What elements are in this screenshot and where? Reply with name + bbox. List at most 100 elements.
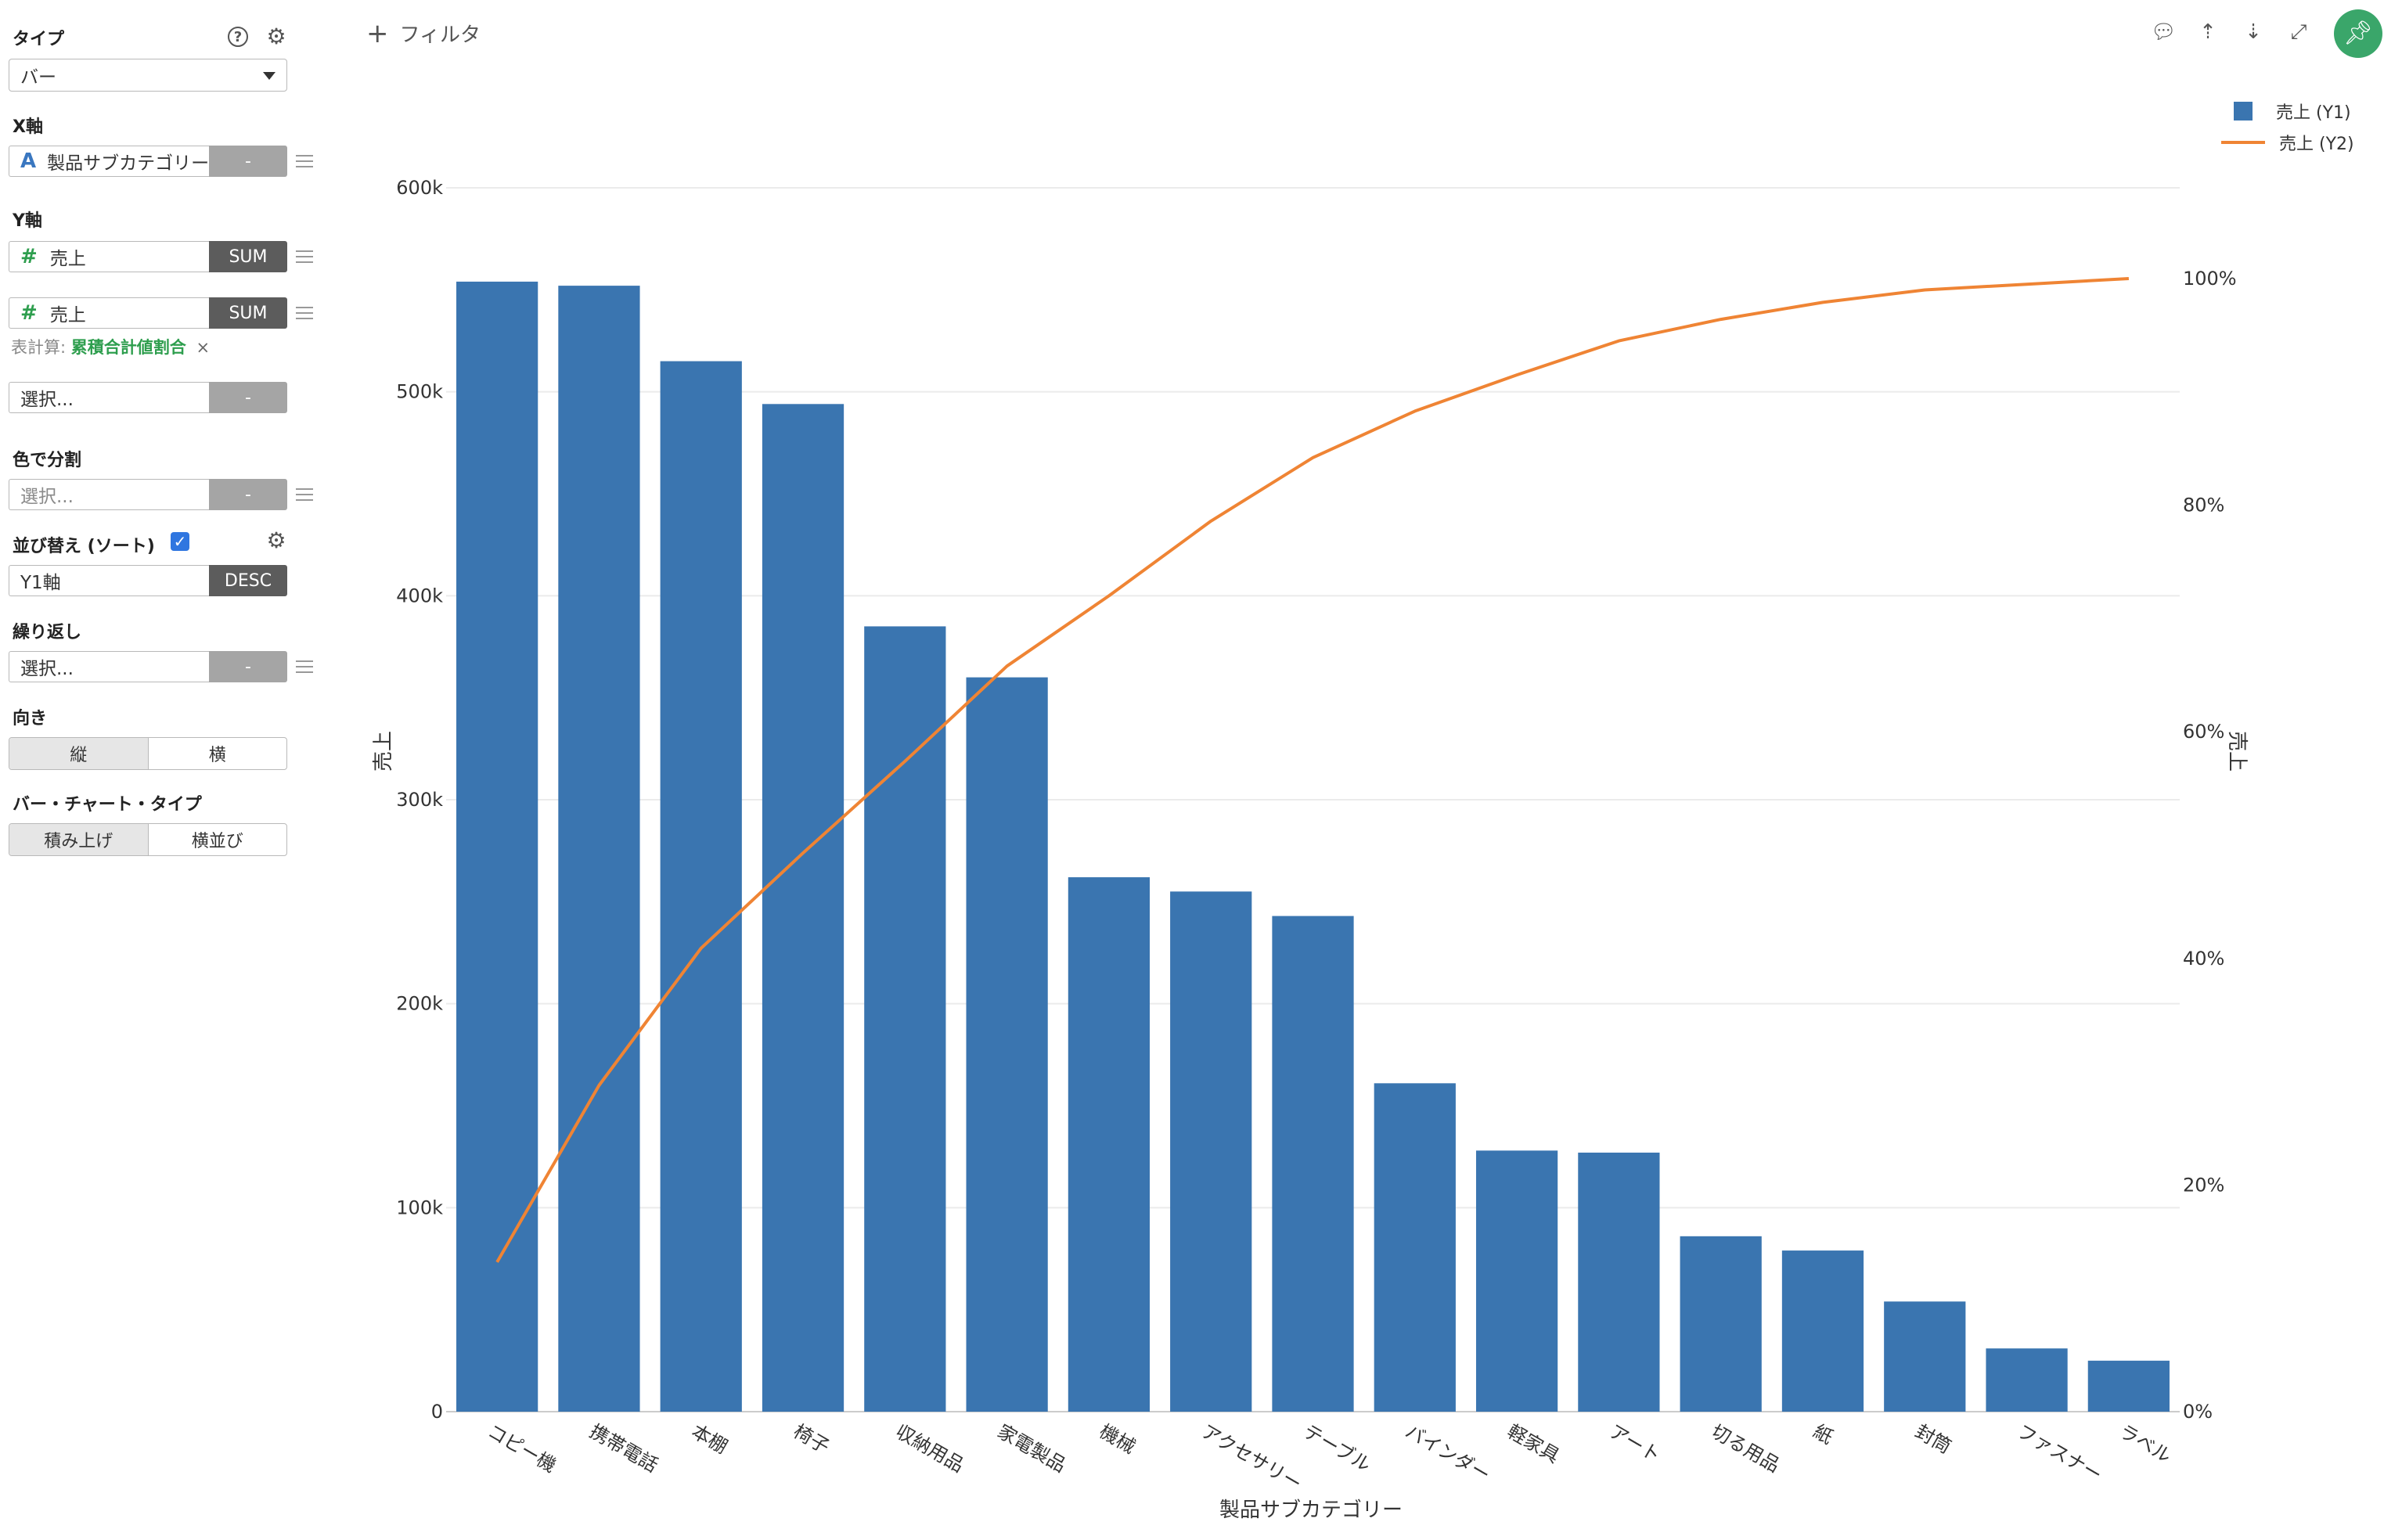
y1-field-name: 売上	[49, 249, 86, 269]
x-axis-field-name: 製品サブカテゴリー	[47, 153, 209, 174]
x-tick-label: 封筒	[1911, 1420, 1955, 1458]
y-tick-label: 100k	[396, 1196, 443, 1218]
x-tick-label: 軽家具	[1504, 1420, 1563, 1467]
orientation-horizontal-option[interactable]: 横	[147, 738, 287, 769]
x-tick-label: 収納用品	[891, 1420, 967, 1477]
x-tick-label: テーブル	[1300, 1420, 1375, 1477]
chevron-down-icon	[263, 72, 275, 80]
x-tick-label: コピー機	[484, 1420, 560, 1477]
y-axis-section-title: Y軸	[13, 211, 42, 231]
number-type-icon: #	[20, 301, 38, 325]
y1-field[interactable]: # 売上	[9, 241, 209, 272]
y1-field-row[interactable]: # 売上 SUM	[9, 241, 287, 274]
sort-field-row[interactable]: Y1軸 DESC	[9, 565, 287, 598]
x-tick-label: 携帯電話	[585, 1420, 661, 1477]
x-tick-label: ラベル	[2116, 1420, 2175, 1467]
bar	[762, 404, 844, 1412]
sort-field[interactable]: Y1軸	[9, 565, 209, 596]
sort-checkbox[interactable]: ✓	[171, 532, 189, 551]
add-filter-button[interactable]: + フィルタ	[366, 19, 481, 48]
color-section-title: 色で分割	[13, 451, 82, 470]
y1-drag-handle-icon[interactable]	[296, 250, 313, 263]
y-tick-label: 0	[431, 1401, 443, 1423]
bar-type-toggle[interactable]: 積み上げ 横並び	[9, 823, 287, 856]
y2-field-row[interactable]: # 売上 SUM	[9, 297, 287, 330]
x-axis-title: 製品サブカテゴリー	[1219, 1499, 1403, 1522]
text-type-icon: A	[20, 149, 37, 173]
pin-icon[interactable]: 📌︎	[2334, 9, 2382, 58]
settings-panel: タイプ ? ⚙ バー X軸 A 製品サブカテゴリー - Y軸 # 売上 SUM …	[0, 0, 313, 1540]
x-tick-label: 紙	[1810, 1420, 1837, 1448]
upload-icon[interactable]: ⇡	[2199, 20, 2217, 44]
y3-agg-button[interactable]: -	[209, 382, 287, 413]
type-settings-gear-icon[interactable]: ⚙	[266, 23, 286, 49]
orientation-toggle[interactable]: 縦 横	[9, 737, 287, 770]
bar-type-section-title: バー・チャート・タイプ	[13, 795, 202, 815]
bar	[1068, 877, 1151, 1412]
y-tick-label: 600k	[396, 177, 443, 199]
color-drag-handle-icon[interactable]	[296, 488, 313, 501]
bar	[1475, 1150, 1558, 1412]
color-field[interactable]: 選択...	[9, 479, 209, 510]
y-tick-label: 500k	[396, 381, 443, 403]
x-axis-field-row[interactable]: A 製品サブカテゴリー -	[9, 146, 287, 178]
x-axis-field[interactable]: A 製品サブカテゴリー	[9, 146, 209, 177]
legend-item-y2[interactable]: 売上 (Y2)	[2221, 127, 2354, 158]
legend-item-y1[interactable]: 売上 (Y1)	[2221, 95, 2354, 127]
repeat-field[interactable]: 選択...	[9, 651, 209, 682]
y-axis-ticks: 0 100k 200k 300k 400k 500k 600k	[396, 177, 443, 1423]
x-axis-agg-button[interactable]: -	[209, 146, 287, 177]
y3-field[interactable]: 選択...	[9, 382, 209, 413]
sort-order-button[interactable]: DESC	[209, 565, 287, 596]
x-axis-drag-handle-icon[interactable]	[296, 155, 313, 167]
repeat-section-title: 繰り返し	[13, 623, 82, 642]
legend-swatch-line	[2221, 141, 2265, 144]
bar	[1781, 1250, 1864, 1412]
calc-remove-icon[interactable]: ×	[196, 338, 211, 357]
y2-tick-label: 60%	[2183, 721, 2224, 743]
y2-tick-label: 100%	[2183, 268, 2237, 290]
download-icon[interactable]: ⇣	[2245, 20, 2262, 44]
bar-type-stacked-option[interactable]: 積み上げ	[9, 824, 148, 855]
y1-agg-button[interactable]: SUM	[209, 241, 287, 272]
number-type-icon: #	[20, 245, 38, 268]
orientation-vertical-option[interactable]: 縦	[9, 738, 148, 769]
y-tick-label: 300k	[396, 789, 443, 811]
bar	[1578, 1152, 1660, 1412]
y-tick-label: 400k	[396, 585, 443, 606]
x-tick-label: ファスナー	[2014, 1420, 2106, 1486]
sort-settings-gear-icon[interactable]: ⚙	[266, 527, 286, 553]
expand-icon[interactable]: ⤢	[2290, 20, 2307, 44]
sort-section-title: 並び替え (ソート)	[13, 537, 155, 556]
bar-type-side-option[interactable]: 横並び	[147, 824, 287, 855]
repeat-agg-button[interactable]: -	[209, 651, 287, 682]
x-tick-label: アクセサリー	[1197, 1420, 1305, 1495]
y3-field-row[interactable]: 選択... -	[9, 382, 287, 415]
y2-tick-label: 20%	[2183, 1174, 2224, 1196]
orientation-section-title: 向き	[13, 709, 48, 729]
color-field-row[interactable]: 選択... -	[9, 479, 287, 512]
bar	[864, 626, 946, 1412]
cumulative-line	[495, 277, 2130, 1263]
y2-axis-ticks: 0% 20% 40% 60% 80% 100%	[2183, 268, 2237, 1423]
help-icon[interactable]: ?	[228, 27, 248, 47]
calc-value-link[interactable]: 累積合計値割合	[70, 338, 186, 357]
y2-drag-handle-icon[interactable]	[296, 307, 313, 319]
y-axis-title: 売上	[372, 731, 395, 772]
x-tick-label: バインダー	[1402, 1420, 1494, 1486]
chart-type-value: バー	[20, 67, 56, 88]
repeat-field-row[interactable]: 選択... -	[9, 651, 287, 684]
y2-tick-label: 40%	[2183, 948, 2224, 970]
repeat-drag-handle-icon[interactable]	[296, 660, 313, 673]
y2-field[interactable]: # 売上	[9, 297, 209, 329]
color-agg-button[interactable]: -	[209, 479, 287, 510]
chart-type-select[interactable]: バー	[9, 59, 287, 92]
y2-field-name: 売上	[49, 305, 86, 326]
comment-icon[interactable]: 💬︎	[2151, 20, 2177, 44]
filter-label: フィルタ	[399, 23, 481, 47]
bar	[1884, 1301, 1966, 1412]
x-tick-label: 本棚	[688, 1420, 732, 1458]
bar	[966, 677, 1048, 1412]
bar	[2087, 1360, 2170, 1412]
y2-agg-button[interactable]: SUM	[209, 297, 287, 329]
